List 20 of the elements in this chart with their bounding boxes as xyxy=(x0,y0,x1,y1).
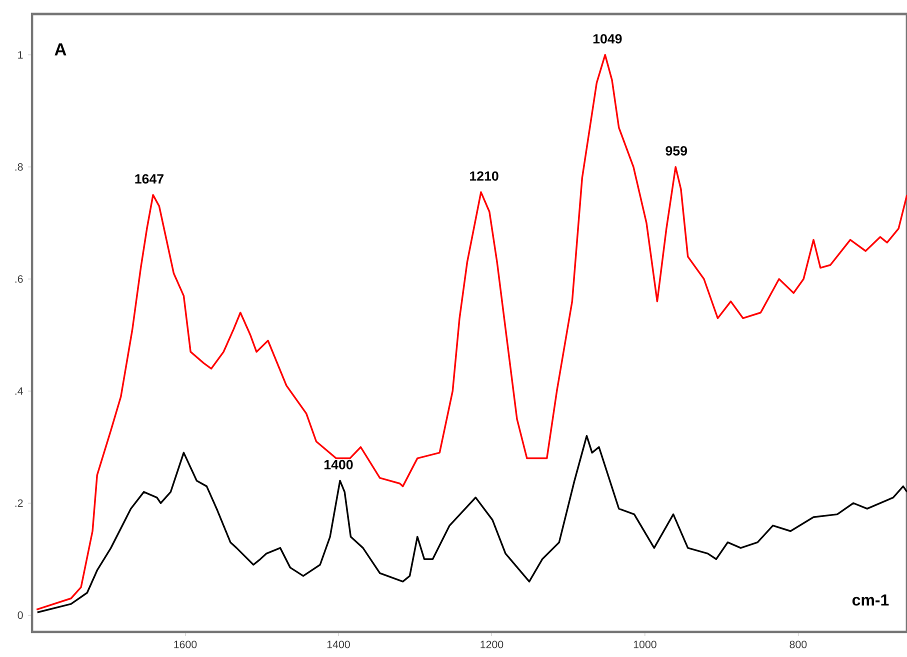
annotation: 1210 xyxy=(470,171,498,181)
annotation: A xyxy=(54,43,66,56)
x-tick-label: 1400 xyxy=(327,640,350,648)
annotation: 1400 xyxy=(324,460,353,470)
x-axis-title: cm-1 xyxy=(852,594,889,606)
x-tick-label: 800 xyxy=(790,640,807,648)
line-series xyxy=(36,435,907,614)
line-series xyxy=(36,54,907,610)
y-tick-label: .6 xyxy=(15,275,23,283)
x-tick-label: 1200 xyxy=(480,640,504,648)
y-tick-label: 0 xyxy=(18,611,23,619)
annotation: 1049 xyxy=(593,34,622,44)
y-tick-label: .2 xyxy=(15,499,23,507)
y-tick-label: 1 xyxy=(18,51,23,59)
annotation: 1647 xyxy=(135,174,164,184)
y-tick-label: .4 xyxy=(15,387,23,395)
y-tick-label: .8 xyxy=(15,163,23,171)
x-tick-label: 1000 xyxy=(634,640,656,648)
x-tick-label: 1600 xyxy=(174,640,197,648)
annotation: 959 xyxy=(666,146,687,156)
